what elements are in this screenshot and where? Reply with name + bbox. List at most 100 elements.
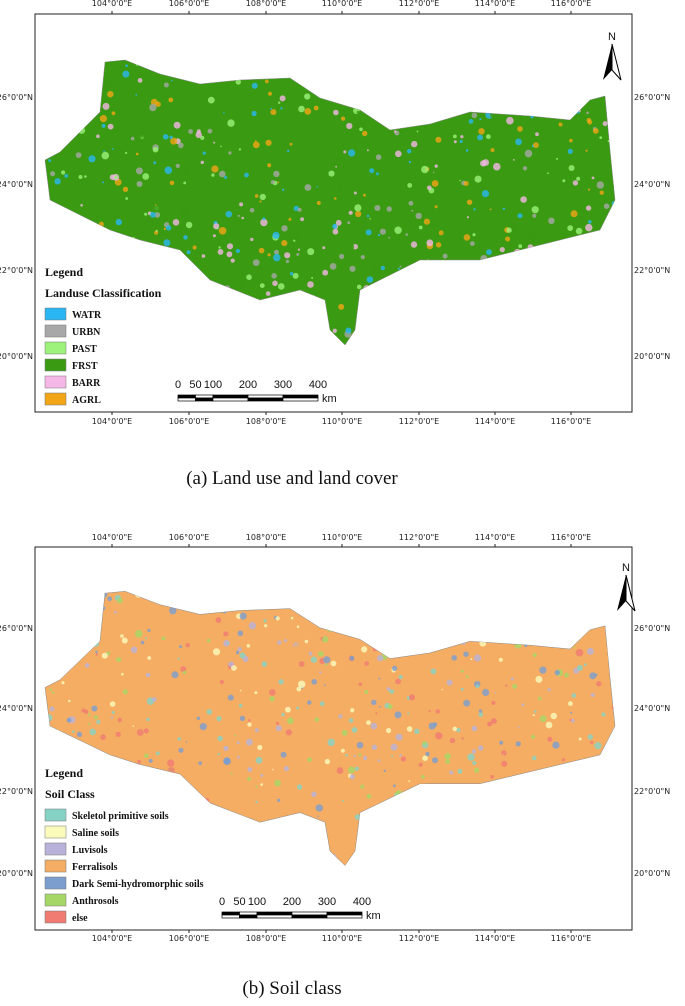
land-patch xyxy=(192,245,197,250)
land-patch xyxy=(212,234,216,238)
land-patch xyxy=(579,637,588,645)
land-patch xyxy=(568,165,575,171)
land-patch xyxy=(249,207,255,213)
land-patch xyxy=(480,160,487,167)
land-patch xyxy=(364,141,370,147)
land-patch xyxy=(170,137,178,145)
land-patch xyxy=(223,631,229,637)
land-patch xyxy=(529,729,532,732)
land-patch xyxy=(408,694,416,701)
land-patch xyxy=(304,93,311,100)
land-patch xyxy=(235,248,240,254)
land-patch xyxy=(239,281,245,287)
land-patch xyxy=(354,204,362,212)
land-patch xyxy=(340,748,345,753)
land-patch xyxy=(535,132,539,137)
land-patch xyxy=(393,784,396,788)
land-patch xyxy=(217,249,224,255)
land-patch xyxy=(206,709,213,715)
land-patch xyxy=(407,149,412,154)
land-patch xyxy=(226,251,233,258)
land-patch xyxy=(264,624,268,628)
land-patch xyxy=(135,630,143,638)
land-patch xyxy=(607,182,615,190)
land-patch xyxy=(415,212,422,220)
land-patch xyxy=(51,686,58,693)
land-patch xyxy=(475,675,480,681)
land-patch xyxy=(226,243,234,250)
land-patch xyxy=(284,252,291,259)
land-patch xyxy=(314,717,320,722)
land-patch xyxy=(54,178,61,185)
land-patch xyxy=(218,227,227,235)
land-patch xyxy=(61,170,66,175)
north-arrow-left xyxy=(603,44,612,80)
land-patch xyxy=(564,672,569,678)
right-coord-label: 24°0'0"N xyxy=(634,180,670,189)
scale-seg xyxy=(291,911,328,916)
land-patch xyxy=(505,236,511,242)
land-patch xyxy=(246,680,250,685)
land-patch xyxy=(146,717,150,722)
land-patch xyxy=(353,191,357,195)
land-patch xyxy=(478,128,485,135)
land-patch xyxy=(255,756,263,764)
land-patch xyxy=(285,259,290,264)
land-patch xyxy=(547,172,549,175)
land-patch xyxy=(411,209,414,212)
land-patch xyxy=(550,712,557,720)
map-panel: Legend Landuse Classification WATR URBN PAST… xyxy=(34,11,633,415)
land-patch xyxy=(466,675,469,679)
land-patch xyxy=(287,149,290,153)
bottom-coord-label: 114°0'0"E xyxy=(475,934,515,943)
land-patch xyxy=(361,646,368,653)
land-patch xyxy=(185,643,190,648)
land-patch xyxy=(153,161,157,165)
land-patch xyxy=(298,105,305,113)
land-patch xyxy=(333,155,337,159)
land-patch xyxy=(185,221,193,229)
land-patch xyxy=(506,227,512,233)
land-patch xyxy=(336,182,343,189)
land-patch xyxy=(378,677,381,680)
land-patch xyxy=(388,690,390,692)
land-patch xyxy=(479,118,482,121)
land-patch xyxy=(436,720,445,729)
land-patch xyxy=(571,663,576,668)
land-patch xyxy=(293,234,300,241)
land-patch xyxy=(49,706,55,712)
land-patch xyxy=(391,755,394,758)
land-patch xyxy=(136,181,143,187)
land-patch xyxy=(379,228,386,235)
land-patch xyxy=(287,197,292,202)
land-patch xyxy=(531,716,539,724)
land-patch xyxy=(489,113,495,118)
land-patch xyxy=(339,110,341,113)
land-patch xyxy=(418,762,423,767)
bottom-coord-label: 110°0'0"E xyxy=(322,934,362,943)
land-patch xyxy=(248,85,251,87)
land-patch xyxy=(347,221,351,225)
land-patch xyxy=(235,79,241,85)
land-patch xyxy=(177,737,181,741)
land-patch xyxy=(356,741,364,749)
land-patch xyxy=(556,157,558,160)
land-patch xyxy=(175,163,180,168)
top-coord-label: 106°0'0"E xyxy=(169,533,209,542)
land-patch xyxy=(375,154,382,160)
land-patch xyxy=(237,630,244,637)
land-patch xyxy=(315,804,323,812)
land-patch xyxy=(115,218,123,226)
land-patch xyxy=(265,139,272,146)
land-patch xyxy=(75,152,82,159)
top-coord-label: 106°0'0"E xyxy=(169,0,209,8)
land-patch xyxy=(585,205,592,211)
right-coord-label: 24°0'0"N xyxy=(634,704,670,713)
land-patch xyxy=(123,703,129,709)
land-patch xyxy=(459,179,461,182)
land-patch xyxy=(68,699,71,703)
land-patch xyxy=(221,755,226,760)
scale-seg xyxy=(212,394,249,399)
land-patch xyxy=(332,223,338,229)
